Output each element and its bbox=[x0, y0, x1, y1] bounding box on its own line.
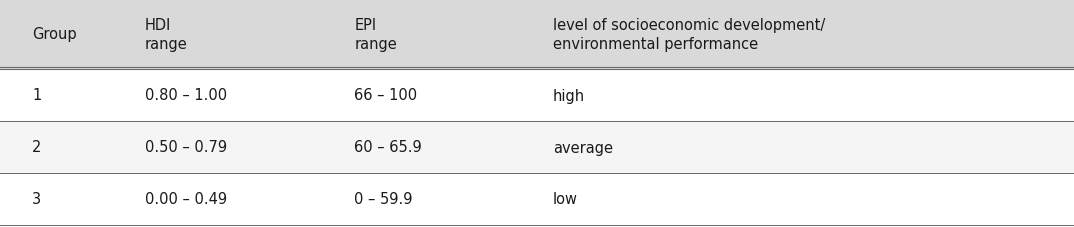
Text: 2: 2 bbox=[32, 140, 42, 155]
Text: Group: Group bbox=[32, 27, 77, 42]
Bar bbox=[0, 70, 1074, 121]
Text: EPI
range: EPI range bbox=[354, 18, 397, 52]
Text: high: high bbox=[553, 88, 585, 103]
Text: low: low bbox=[553, 192, 578, 207]
Text: level of socioeconomic development/
environmental performance: level of socioeconomic development/ envi… bbox=[553, 18, 825, 52]
Text: 60 – 65.9: 60 – 65.9 bbox=[354, 140, 422, 155]
Text: 3: 3 bbox=[32, 192, 41, 207]
Text: 1: 1 bbox=[32, 88, 42, 103]
Bar bbox=[0, 0, 1074, 70]
Text: 0.00 – 0.49: 0.00 – 0.49 bbox=[145, 192, 227, 207]
Bar bbox=[0, 121, 1074, 173]
Text: 66 – 100: 66 – 100 bbox=[354, 88, 418, 103]
Text: 0.80 – 1.00: 0.80 – 1.00 bbox=[145, 88, 227, 103]
Text: 0.50 – 0.79: 0.50 – 0.79 bbox=[145, 140, 227, 155]
Bar bbox=[0, 173, 1074, 225]
Text: average: average bbox=[553, 140, 613, 155]
Text: 0 – 59.9: 0 – 59.9 bbox=[354, 192, 412, 207]
Text: HDI
range: HDI range bbox=[145, 18, 188, 52]
